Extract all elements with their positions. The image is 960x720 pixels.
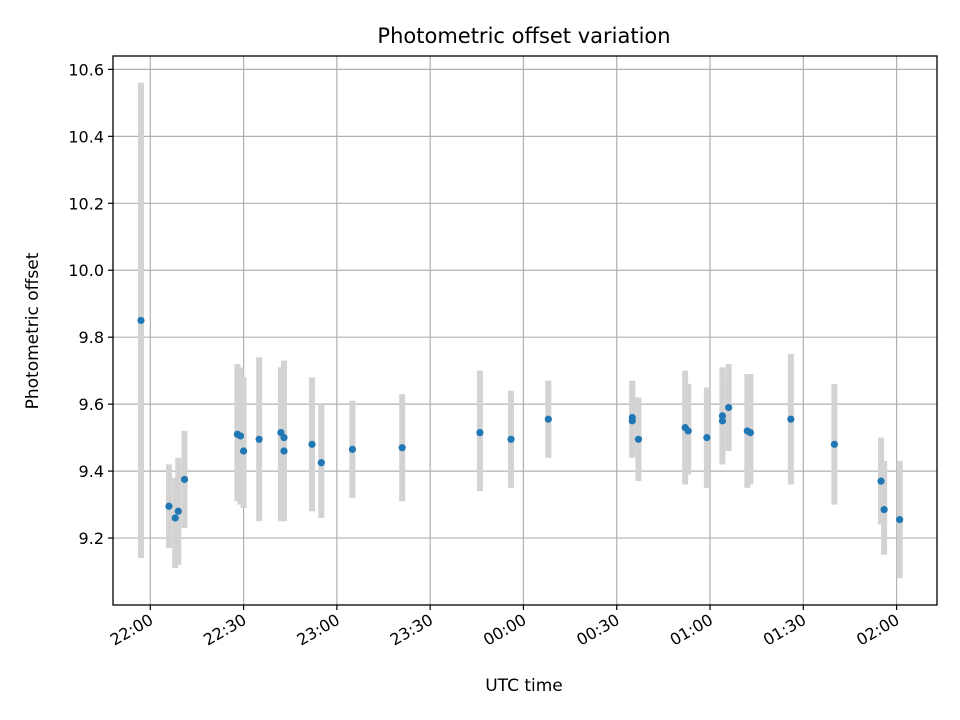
data-point — [746, 429, 755, 437]
data-point — [236, 432, 245, 440]
y-tick-label: 9.2 — [79, 529, 104, 548]
y-tick-label: 10.0 — [68, 261, 104, 280]
data-point — [703, 434, 711, 442]
x-axis-label: UTC time — [485, 676, 563, 696]
data-point — [830, 440, 838, 448]
y-tick-label: 10.4 — [68, 127, 104, 146]
data-point — [880, 505, 888, 514]
data-point — [507, 435, 515, 443]
data-point — [544, 415, 552, 423]
data-point — [398, 444, 406, 452]
data-point — [280, 434, 288, 442]
data-point — [896, 516, 904, 524]
data-point — [165, 502, 173, 510]
data-point — [137, 316, 145, 325]
y-axis-label: Photometric offset — [23, 252, 43, 409]
data-point — [255, 435, 263, 443]
data-point — [239, 447, 248, 455]
data-point — [634, 435, 643, 443]
data-point — [317, 459, 325, 467]
y-tick-label: 10.6 — [68, 60, 104, 79]
y-tick-label: 9.6 — [79, 395, 104, 414]
data-point — [348, 445, 357, 453]
data-point — [787, 415, 795, 423]
y-tick-label: 9.8 — [79, 328, 104, 347]
y-tick-label: 9.4 — [79, 462, 104, 481]
chart-title: Photometric offset variation — [377, 24, 670, 48]
data-point — [171, 514, 179, 522]
data-point — [476, 429, 484, 437]
point-layer — [137, 316, 904, 524]
grid-layer — [113, 56, 937, 605]
data-point — [628, 417, 636, 425]
data-point — [174, 507, 182, 515]
data-point — [684, 427, 692, 435]
data-point — [725, 403, 733, 412]
data-point — [718, 412, 727, 420]
data-point — [280, 447, 288, 455]
data-point — [308, 440, 316, 448]
plot-frame — [112, 55, 938, 606]
y-tick-label: 10.2 — [68, 194, 104, 213]
data-point — [180, 475, 189, 484]
data-point — [877, 477, 885, 485]
data-point — [718, 417, 727, 425]
